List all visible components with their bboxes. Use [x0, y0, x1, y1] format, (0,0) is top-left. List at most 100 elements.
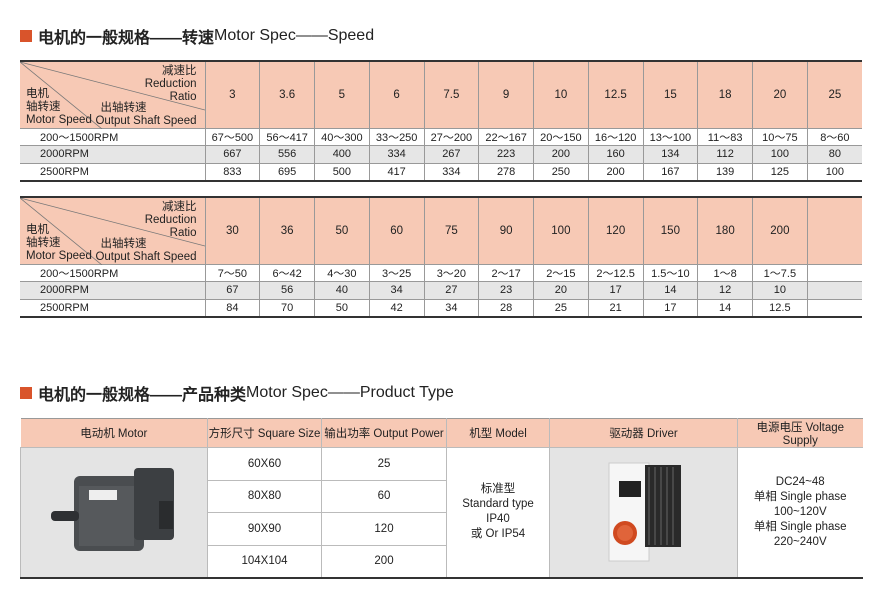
corner-header-cell: 减速比 Reduction Ratio 电机 轴转速 Motor Speed 出轴转速 Out…	[20, 60, 205, 129]
output-speed-cell: 695	[259, 162, 315, 181]
model-cell: 标准型 Standard type IP40 或 Or IP54	[446, 447, 550, 578]
ratio-cell: 180	[697, 196, 753, 264]
output-power-cell: 25	[321, 447, 447, 480]
output-speed-cell: 20	[533, 281, 589, 299]
output-speed-cell: 112	[697, 145, 753, 163]
output-speed-cell: 23	[478, 281, 534, 299]
output-speed-cell: 1.5～10	[642, 263, 698, 282]
output-speed-cell: 16～120	[587, 127, 643, 146]
ratio-cell: 3.6	[259, 60, 315, 128]
output-speed-cell: 417	[368, 162, 424, 181]
output-speed-cell: 40～300	[314, 127, 370, 146]
output-speed-cell: 1～7.5	[752, 263, 808, 282]
speed-table-2: 减速比 Reduction Ratio 电机 轴转速 Motor Speed 出轴转速 Out…	[20, 196, 862, 318]
output-speed-cell: 3～20	[423, 263, 479, 282]
voltage-cell: DC24~48 单相 Single phase 100~120V 单相 Single …	[737, 447, 863, 578]
column-header: 电动机 Motor	[20, 418, 208, 448]
motor-speed-cell: 2000RPM	[20, 281, 205, 299]
driver-image	[549, 447, 738, 578]
output-speed-cell: 2～15	[533, 263, 589, 282]
section-title-speed: 电机的一般规格——转速 Motor Spec——Speed	[20, 24, 374, 48]
corner-label: Ratio	[169, 91, 197, 103]
output-speed-cell: 80	[806, 145, 862, 163]
square-size-cell: 80X80	[207, 479, 322, 513]
output-speed-cell: 12	[697, 281, 753, 299]
output-speed-cell: 4～30	[314, 263, 370, 282]
output-speed-cell: 100	[806, 162, 862, 181]
ratio-cell: 12.5	[587, 60, 643, 128]
output-speed-cell: 34	[368, 281, 424, 299]
output-speed-cell: 67～500	[204, 127, 260, 146]
ratio-cell: 15	[642, 60, 698, 128]
output-speed-cell: 34	[423, 298, 479, 317]
section-title-product: 电机的一般规格——产品种类 Motor Spec——Product Type	[20, 381, 454, 405]
output-speed-cell: 10	[752, 281, 808, 299]
output-speed-cell: 50	[314, 298, 370, 317]
output-power-cell: 60	[321, 479, 447, 513]
output-speed-cell: 2～17	[478, 263, 534, 282]
ratio-header-row: 减速比 Reduction Ratio 电机 轴转速 Motor Speed 出轴转速 Out…	[20, 60, 862, 129]
square-size-cell: 90X90	[207, 512, 322, 545]
column-header: 输出功率 Output Power	[321, 418, 447, 448]
corner-label: 减速比	[162, 201, 197, 213]
ratio-header-row: 减速比 Reduction Ratio 电机 轴转速 Motor Speed 出轴转速 Out…	[20, 196, 862, 265]
output-speed-cell: 27	[423, 281, 479, 299]
output-speed-cell: 167	[642, 162, 698, 181]
corner-label: Reduction	[144, 78, 197, 90]
corner-label: 减速比	[162, 65, 197, 77]
output-speed-cell: 556	[259, 145, 315, 163]
ratio-cell: 36	[259, 196, 315, 264]
output-speed-cell: 40	[314, 281, 370, 299]
output-speed-cell: 400	[314, 145, 370, 163]
ratio-cell	[806, 196, 862, 264]
ratio-cell: 18	[697, 60, 753, 128]
section-marker-icon	[20, 30, 32, 42]
output-speed-cell: 70	[259, 298, 315, 317]
motor-speed-cell: 2500RPM	[20, 298, 205, 317]
section-marker-icon	[20, 387, 32, 399]
ratio-cell: 9	[478, 60, 534, 128]
output-speed-cell: 25	[533, 298, 589, 317]
output-speed-cell: 2～12.5	[587, 263, 643, 282]
table-row: 2500RPM 84 70 50 42 34 28 25 21 17 14 12.5	[20, 298, 862, 317]
table-row: 200～1500RPM 7～50 6～42 4～30 3～25 3～20 2～17 2～15 2…	[20, 263, 862, 282]
table-row: 2500RPM 833 695 500 417 334 278 250 200 167 139 125…	[20, 162, 862, 181]
output-speed-cell: 134	[642, 145, 698, 163]
table-row: 200～1500RPM 67～500 56～417 40～300 33～250 27～20…	[20, 127, 862, 146]
column-header: 方形尺寸 Square Size	[207, 418, 322, 448]
output-speed-cell: 200	[533, 145, 589, 163]
corner-label: 出轴转速	[100, 102, 147, 114]
corner-label: 轴转速	[26, 101, 61, 113]
ratio-cell: 3	[204, 60, 260, 128]
ratio-cell: 30	[204, 196, 260, 264]
table-row: 2000RPM 67 56 40 34 27 23 20 17 14 12 10	[20, 281, 862, 299]
output-speed-cell: 334	[368, 145, 424, 163]
motor-speed-cell: 200～1500RPM	[20, 127, 205, 146]
output-speed-cell: 667	[204, 145, 260, 163]
ratio-cell: 25	[806, 60, 862, 128]
output-speed-cell: 267	[423, 145, 479, 163]
ratio-cell: 5	[314, 60, 370, 128]
output-power-cell: 200	[321, 544, 447, 578]
output-speed-cell: 56	[259, 281, 315, 299]
ratio-cell: 100	[533, 196, 589, 264]
speed-table-1: 减速比 Reduction Ratio 电机 轴转速 Motor Speed 出轴转速 Out…	[20, 60, 862, 182]
ratio-cell: 60	[368, 196, 424, 264]
table-row: 2000RPM 667 556 400 334 267 223 200 160 134 112 100…	[20, 145, 862, 163]
output-speed-cell: 10～75	[752, 127, 808, 146]
output-speed-cell: 500	[314, 162, 370, 181]
square-size-cell: 104X104	[207, 544, 322, 578]
ratio-cell: 120	[587, 196, 643, 264]
ratio-cell: 75	[423, 196, 479, 264]
column-header: 机型 Model	[446, 418, 550, 448]
output-speed-cell	[806, 263, 862, 282]
output-speed-cell: 27～200	[423, 127, 479, 146]
output-speed-cell: 833	[204, 162, 260, 181]
corner-label: 出轴转速	[100, 238, 147, 250]
corner-label: Motor Speed	[26, 250, 92, 262]
output-speed-cell: 1～8	[697, 263, 753, 282]
output-speed-cell: 3～25	[368, 263, 424, 282]
output-speed-cell: 200	[587, 162, 643, 181]
output-speed-cell	[806, 298, 862, 317]
square-size-cell: 60X60	[207, 447, 322, 480]
